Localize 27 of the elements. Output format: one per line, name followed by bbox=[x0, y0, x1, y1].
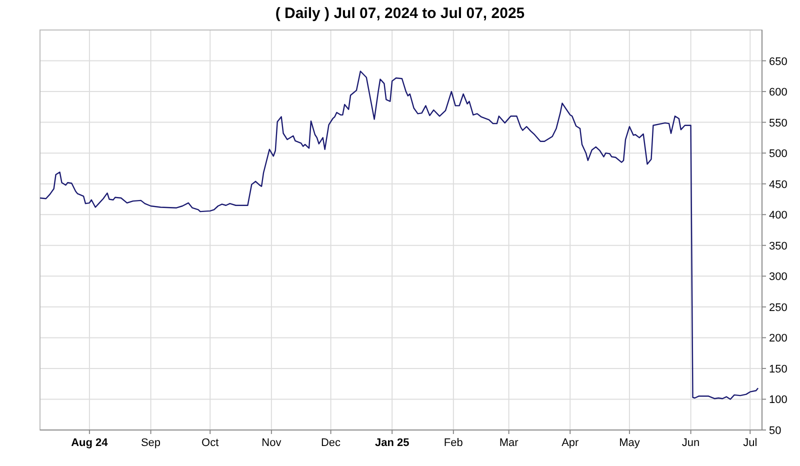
x-tick-label: Feb bbox=[444, 437, 463, 449]
y-tick-label: 200 bbox=[769, 332, 788, 345]
y-tick-label: 100 bbox=[769, 394, 788, 406]
chart-title: ( Daily ) Jul 07, 2024 to Jul 07, 2025 bbox=[275, 5, 525, 22]
x-tick-label: Oct bbox=[202, 437, 219, 449]
y-tick-label: 150 bbox=[769, 363, 788, 376]
x-tick-label: Sep bbox=[140, 437, 161, 449]
y-tick-label: 450 bbox=[769, 178, 788, 191]
line-series bbox=[39, 70, 759, 400]
y-tick-label: 300 bbox=[769, 271, 788, 284]
x-tick-label: Apr bbox=[562, 437, 580, 449]
y-tick-label: 600 bbox=[769, 86, 788, 99]
x-tick-label: Jun bbox=[682, 437, 700, 449]
y-tick-label: 400 bbox=[769, 210, 788, 222]
y-tick-label: 650 bbox=[769, 56, 788, 68]
y-tick-label: 250 bbox=[769, 302, 788, 314]
x-tick-label: Nov bbox=[262, 437, 282, 449]
x-tick-label: Aug 24 bbox=[71, 437, 109, 449]
y-tick-label: 500 bbox=[769, 148, 788, 160]
y-tick-label: 350 bbox=[769, 240, 788, 252]
x-tick-label: Dec bbox=[320, 437, 342, 449]
y-tick-label: 50 bbox=[769, 425, 782, 437]
y-tick-label: 550 bbox=[769, 117, 788, 130]
x-tick-label: Jul bbox=[743, 437, 758, 449]
x-tick-label: Jan 25 bbox=[374, 437, 410, 449]
x-tick-label: May bbox=[619, 437, 640, 449]
x-tick-label: Mar bbox=[499, 437, 519, 449]
